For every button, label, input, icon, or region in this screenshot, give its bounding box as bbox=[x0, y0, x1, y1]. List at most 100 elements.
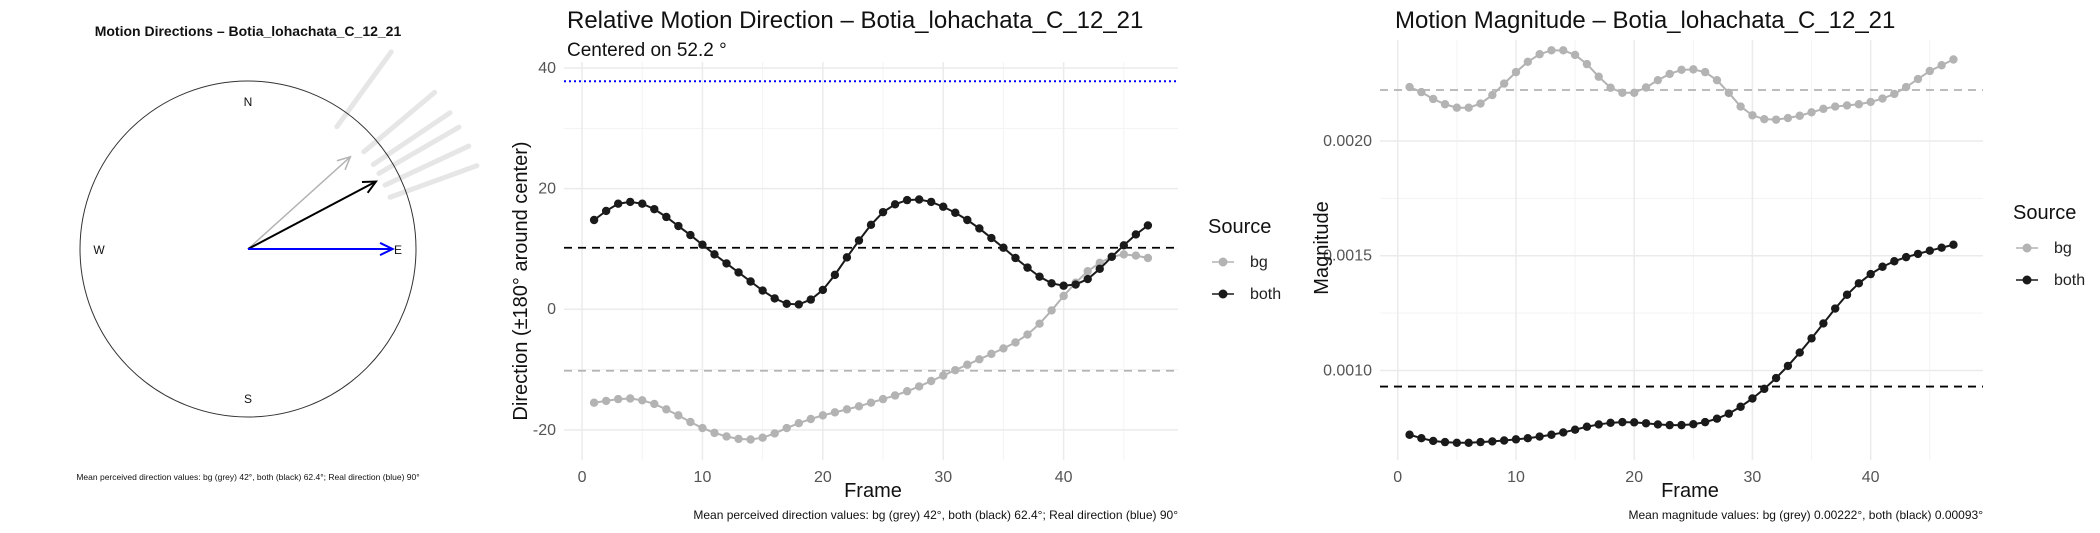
dir-series-both-point bbox=[758, 286, 767, 295]
mag-x-tick-label: 20 bbox=[1625, 469, 1643, 486]
dir-x-tick-label: 20 bbox=[814, 469, 832, 486]
magnitude-legend: Source bg both bbox=[2013, 202, 2085, 289]
mag-series-bg-point bbox=[1499, 79, 1509, 88]
mag-series-bg-point bbox=[1523, 57, 1532, 67]
mag-y-tick-label: 0.0015 bbox=[1323, 248, 1372, 265]
mag-series-both-point bbox=[1547, 430, 1556, 439]
mag-series-both-point bbox=[1700, 417, 1710, 427]
magnitude-legend-bg: bg bbox=[2016, 240, 2072, 257]
mag-series-bg-point bbox=[1724, 88, 1733, 97]
dir-series-bg-point bbox=[1035, 319, 1044, 328]
mag-series-both-point bbox=[1488, 437, 1497, 446]
compass-spoke bbox=[370, 110, 453, 167]
direction-legend-both: both bbox=[1212, 286, 1281, 303]
mag-series-bg-point bbox=[1488, 90, 1497, 100]
dir-series-both-point bbox=[734, 268, 743, 277]
dir-series-both-point bbox=[1083, 274, 1092, 284]
mag-series-bg-point bbox=[1606, 83, 1615, 92]
mag-series-both-point bbox=[1949, 240, 1958, 249]
direction-legend: Source bg both bbox=[1208, 216, 1281, 303]
compass-spokes bbox=[334, 49, 480, 200]
mag-series-bg-point bbox=[1771, 115, 1781, 124]
mag-series-both-point bbox=[1724, 409, 1733, 418]
magnitude-y-ticks: 0.0010 0.0015 0.0020 bbox=[1323, 133, 1372, 380]
mag-series-both-point bbox=[1405, 430, 1414, 439]
dir-series-both-point bbox=[626, 197, 635, 207]
dir-series-bg-point bbox=[914, 382, 924, 391]
mag-x-tick-label: 10 bbox=[1507, 469, 1525, 486]
dir-series-both-point bbox=[890, 200, 900, 209]
dir-x-tick-label: 10 bbox=[694, 469, 712, 486]
magnitude-caption: Mean magnitude values: bg (grey) 0.00222… bbox=[1629, 508, 1984, 522]
mag-series-bg-point bbox=[1641, 83, 1651, 92]
mag-series-both-point bbox=[1582, 422, 1592, 431]
magnitude-panel: Motion Magnitude – Botia_lohachata_C_12_… bbox=[1311, 7, 2085, 522]
dir-series-bg-point bbox=[758, 433, 767, 442]
mag-series-both-point bbox=[1618, 417, 1627, 427]
compass-spoke bbox=[387, 163, 480, 200]
compass-label-w: W bbox=[93, 243, 105, 257]
dir-series-both-point bbox=[939, 202, 948, 211]
mag-series-both-point bbox=[1842, 290, 1852, 299]
dir-series-bg-point bbox=[613, 394, 623, 404]
dir-series-both-point bbox=[686, 230, 695, 240]
direction-reference-lines bbox=[564, 80, 1178, 372]
compass-caption: Mean perceived direction values: bg (gre… bbox=[76, 472, 419, 482]
dir-series-both-point bbox=[1071, 280, 1080, 289]
direction-legend-bg-label: bg bbox=[1250, 254, 1268, 271]
mag-y-tick-label: 0.0010 bbox=[1323, 362, 1372, 379]
dir-series-both-point bbox=[722, 259, 731, 268]
mag-series-both-point bbox=[1429, 436, 1438, 446]
dir-series-bg-point bbox=[1023, 330, 1032, 339]
dir-y-tick-label: 0 bbox=[547, 301, 556, 318]
dir-series-both-point bbox=[589, 215, 599, 225]
mag-series-bg-point bbox=[1819, 104, 1828, 114]
mag-series-bg-point bbox=[1807, 108, 1816, 117]
dir-series-bg-point bbox=[650, 399, 659, 409]
direction-grid bbox=[564, 62, 1178, 460]
mag-series-both-point bbox=[1795, 348, 1804, 357]
dir-series-both-point bbox=[951, 208, 960, 217]
magnitude-x-label: Frame bbox=[1661, 480, 1719, 502]
magnitude-legend-title: Source bbox=[2013, 202, 2076, 224]
dir-series-both-point bbox=[975, 224, 984, 233]
dir-series-bg-point bbox=[710, 428, 719, 438]
direction-legend-title: Source bbox=[1208, 216, 1271, 238]
mag-series-both-point bbox=[1689, 419, 1698, 429]
dir-series-both-point bbox=[601, 206, 611, 216]
mag-series-bg-point bbox=[1760, 114, 1769, 124]
mag-series-both-point bbox=[1807, 334, 1816, 343]
compass-arrows bbox=[247, 155, 395, 256]
dir-series-both-point bbox=[1119, 241, 1129, 250]
dir-series-bg-point bbox=[830, 408, 840, 417]
dir-series-bg-point bbox=[939, 371, 948, 380]
compass-label-e: E bbox=[394, 243, 402, 257]
mag-series-bg-point bbox=[1901, 82, 1911, 92]
mag-series-bg-point bbox=[1630, 88, 1639, 97]
direction-series bbox=[589, 195, 1153, 444]
compass-circle bbox=[79, 80, 417, 418]
mag-series-bg-point bbox=[1748, 111, 1757, 120]
dir-series-bg-point bbox=[842, 405, 852, 414]
compass-arrowhead-real bbox=[379, 242, 395, 256]
mag-series-both-point bbox=[1677, 420, 1686, 430]
mag-series-both-point bbox=[1440, 437, 1450, 447]
mag-series-bg-point bbox=[1866, 97, 1875, 107]
compass-spoke bbox=[376, 124, 462, 176]
dir-series-bg-point bbox=[686, 417, 695, 427]
magnitude-grid bbox=[1380, 40, 1983, 460]
mag-series-both-point bbox=[1630, 418, 1639, 427]
mag-series-both-point bbox=[1570, 425, 1580, 434]
magnitude-series bbox=[1405, 46, 1958, 447]
direction-panel: Relative Motion Direction – Botia_lohach… bbox=[510, 7, 1281, 522]
dir-series-both-point bbox=[638, 199, 647, 208]
dir-series-bg-point bbox=[674, 411, 683, 420]
mag-series-bg-point bbox=[1464, 103, 1473, 112]
mag-series-both-point bbox=[1937, 243, 1946, 252]
mag-series-both-point bbox=[1736, 402, 1745, 411]
dir-series-both-point bbox=[662, 212, 671, 222]
dir-series-bg-point bbox=[734, 434, 743, 444]
mag-series-both-point bbox=[1452, 438, 1462, 447]
mag-series-both-point bbox=[1712, 414, 1722, 423]
